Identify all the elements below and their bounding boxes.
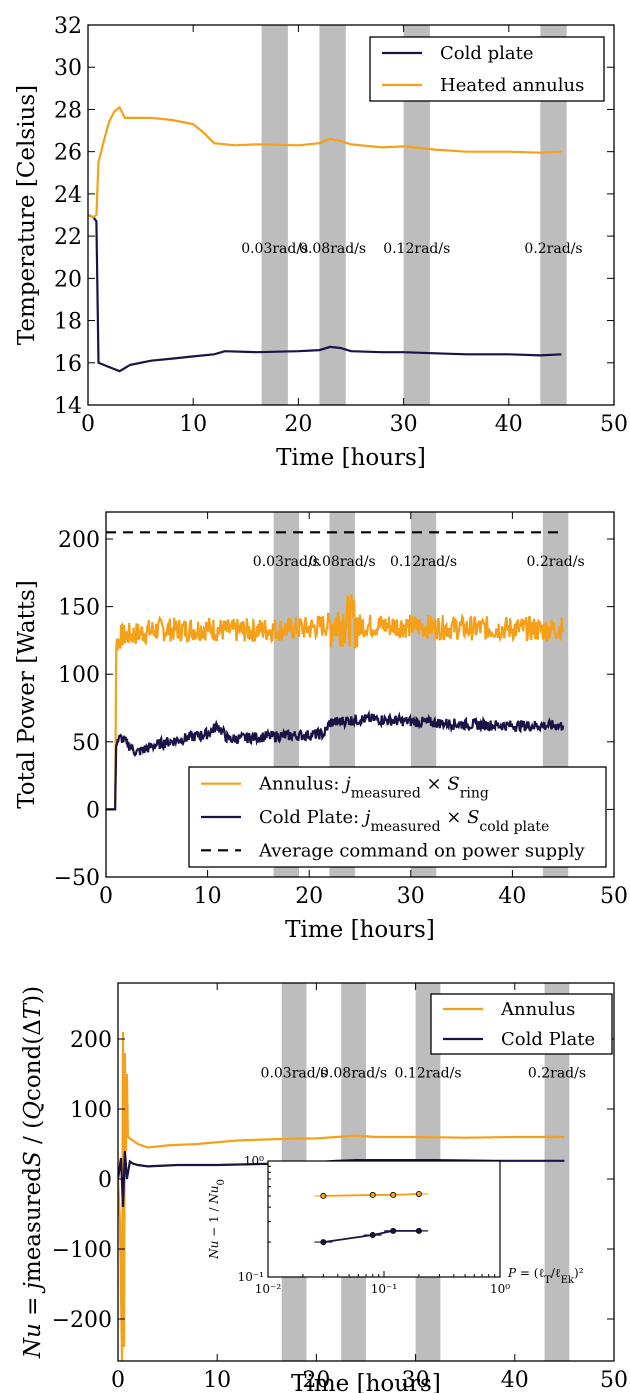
inset-point <box>369 1191 376 1198</box>
series-line <box>106 594 565 811</box>
x-tick-label: 50 <box>600 1368 628 1393</box>
y-tick-label: 20 <box>54 267 82 292</box>
inset-point <box>415 1227 422 1234</box>
y-tick-label: 16 <box>54 352 82 377</box>
y-axis-label: Nu = jmeasuredS / (Qcond(ΔT)) <box>20 986 46 1359</box>
x-tick-label: 20 <box>302 1368 330 1393</box>
x-tick-label: 20 <box>284 412 312 437</box>
y-tick-label: 32 <box>54 14 82 39</box>
series-line <box>118 1031 565 1361</box>
plot-frame <box>117 982 615 1362</box>
y-tick-label: 150 <box>58 596 100 621</box>
x-tick-label: 50 <box>600 884 628 909</box>
x-axis-label: Time [hours] <box>285 917 435 943</box>
rotation-band <box>319 25 346 405</box>
y-tick-label: −200 <box>52 1308 112 1333</box>
series-line <box>118 1150 565 1208</box>
legend-label: Cold Plate: jmeasured × Scold plate <box>259 807 549 835</box>
inset-x-tick-label: 10⁰ <box>490 1282 510 1296</box>
y-tick-label: 30 <box>54 56 82 81</box>
series-line <box>106 709 565 811</box>
plot-frame <box>105 511 615 878</box>
legend: Annulus Cold Plate <box>430 993 613 1055</box>
inset-y-tick-label: 10⁻¹ <box>238 1270 264 1284</box>
band-label: 0.12rad/s <box>390 554 457 570</box>
y-tick-label: 0 <box>86 798 100 823</box>
legend-label: Cold Plate <box>501 1029 595 1050</box>
band-label: 0.12rad/s <box>383 241 450 257</box>
inset-x-tick-label: 10⁻¹ <box>371 1282 397 1296</box>
band-label: 0.2rad/s <box>524 241 582 257</box>
y-axis-label: Temperature [Celsius] <box>14 85 40 345</box>
x-tick-label: 40 <box>501 1368 529 1393</box>
inset-y-label: Nu − 1 / Nu0 <box>207 1179 227 1260</box>
band-label: 0.03rad/s <box>261 1066 328 1082</box>
y-axis-label: Total Power [Watts] <box>14 580 40 809</box>
x-tick-label: 30 <box>397 884 425 909</box>
chart-panel-1: 0.03rad/s0.08rad/s 0.12rad/s 0.2rad/s 0 10 20… <box>14 14 628 471</box>
x-axis-label: Time [hours] <box>291 1371 441 1393</box>
y-tick-label: 200 <box>70 1028 112 1053</box>
rotation-band <box>261 25 288 405</box>
inset-point <box>320 1239 327 1246</box>
x-tick-label: 30 <box>390 412 418 437</box>
band-label: 0.08rad/s <box>309 554 376 570</box>
band-label: 0.2rad/s <box>528 1066 586 1082</box>
y-tick-label: 0 <box>98 1168 112 1193</box>
y-tick-label: 200 <box>58 528 100 553</box>
x-tick-label: 10 <box>194 884 222 909</box>
y-tick-label: 100 <box>58 663 100 688</box>
band-label: 0.08rad/s <box>299 241 366 257</box>
x-tick-label: 0 <box>111 1368 125 1393</box>
y-tick-label: 100 <box>70 1098 112 1123</box>
x-axis-label: Time [hours] <box>276 445 426 471</box>
inset-point <box>320 1192 327 1199</box>
band-label: 0.2rad/s <box>526 554 584 570</box>
plot-frame <box>87 24 615 406</box>
x-tick-label: 40 <box>495 412 523 437</box>
chart-panel-3: 0.03rad/s0.08rad/s 0.12rad/s 0.2rad/s 0 10 20… <box>20 982 628 1393</box>
x-tick-label: 40 <box>498 884 526 909</box>
x-tick-label: 10 <box>179 412 207 437</box>
inset-point <box>415 1190 422 1197</box>
x-tick-label: 50 <box>600 412 628 437</box>
band-label: 0.03rad/s <box>241 241 308 257</box>
legend-label: Annulus <box>500 999 575 1020</box>
y-tick-label: 18 <box>54 310 82 335</box>
x-tick-label: 30 <box>402 1368 430 1393</box>
band-label: 0.12rad/s <box>394 1066 461 1082</box>
x-tick-label: 10 <box>203 1368 231 1393</box>
inset-point <box>390 1191 397 1198</box>
legend-label: Heated annulus <box>440 75 584 96</box>
band-label: 0.08rad/s <box>320 1066 387 1082</box>
x-tick-label: 0 <box>81 412 95 437</box>
inset-point <box>390 1227 397 1234</box>
y-tick-label: 24 <box>54 183 82 208</box>
legend-label: Cold plate <box>440 43 534 64</box>
inset-point <box>369 1232 376 1239</box>
y-tick-label: 50 <box>72 731 100 756</box>
y-tick-label: 22 <box>54 225 82 250</box>
inset-series-line <box>323 1229 419 1243</box>
inset-x-tick-label: 10⁻² <box>255 1282 282 1296</box>
x-tick-label: 20 <box>295 884 323 909</box>
band-label: 0.03rad/s <box>253 554 320 570</box>
y-tick-label: 14 <box>54 394 82 419</box>
y-tick-label: −50 <box>54 866 100 891</box>
chart-panel-2: 0.03rad/s0.08rad/s 0.12rad/s 0.2rad/s 0 10 20… <box>14 511 628 943</box>
legend-label: Average command on power supply <box>258 840 585 861</box>
y-tick-label: −100 <box>52 1238 112 1263</box>
series-line <box>88 105 562 219</box>
legend: Cold plate Heated annulus <box>369 36 605 102</box>
y-tick-label: 28 <box>54 98 82 123</box>
inset-y-tick-label: 10⁰ <box>244 1154 264 1168</box>
x-tick-label: 0 <box>99 884 113 909</box>
y-tick-label: 26 <box>54 141 82 166</box>
series-line <box>88 213 562 373</box>
inset-series-line <box>323 1193 419 1197</box>
